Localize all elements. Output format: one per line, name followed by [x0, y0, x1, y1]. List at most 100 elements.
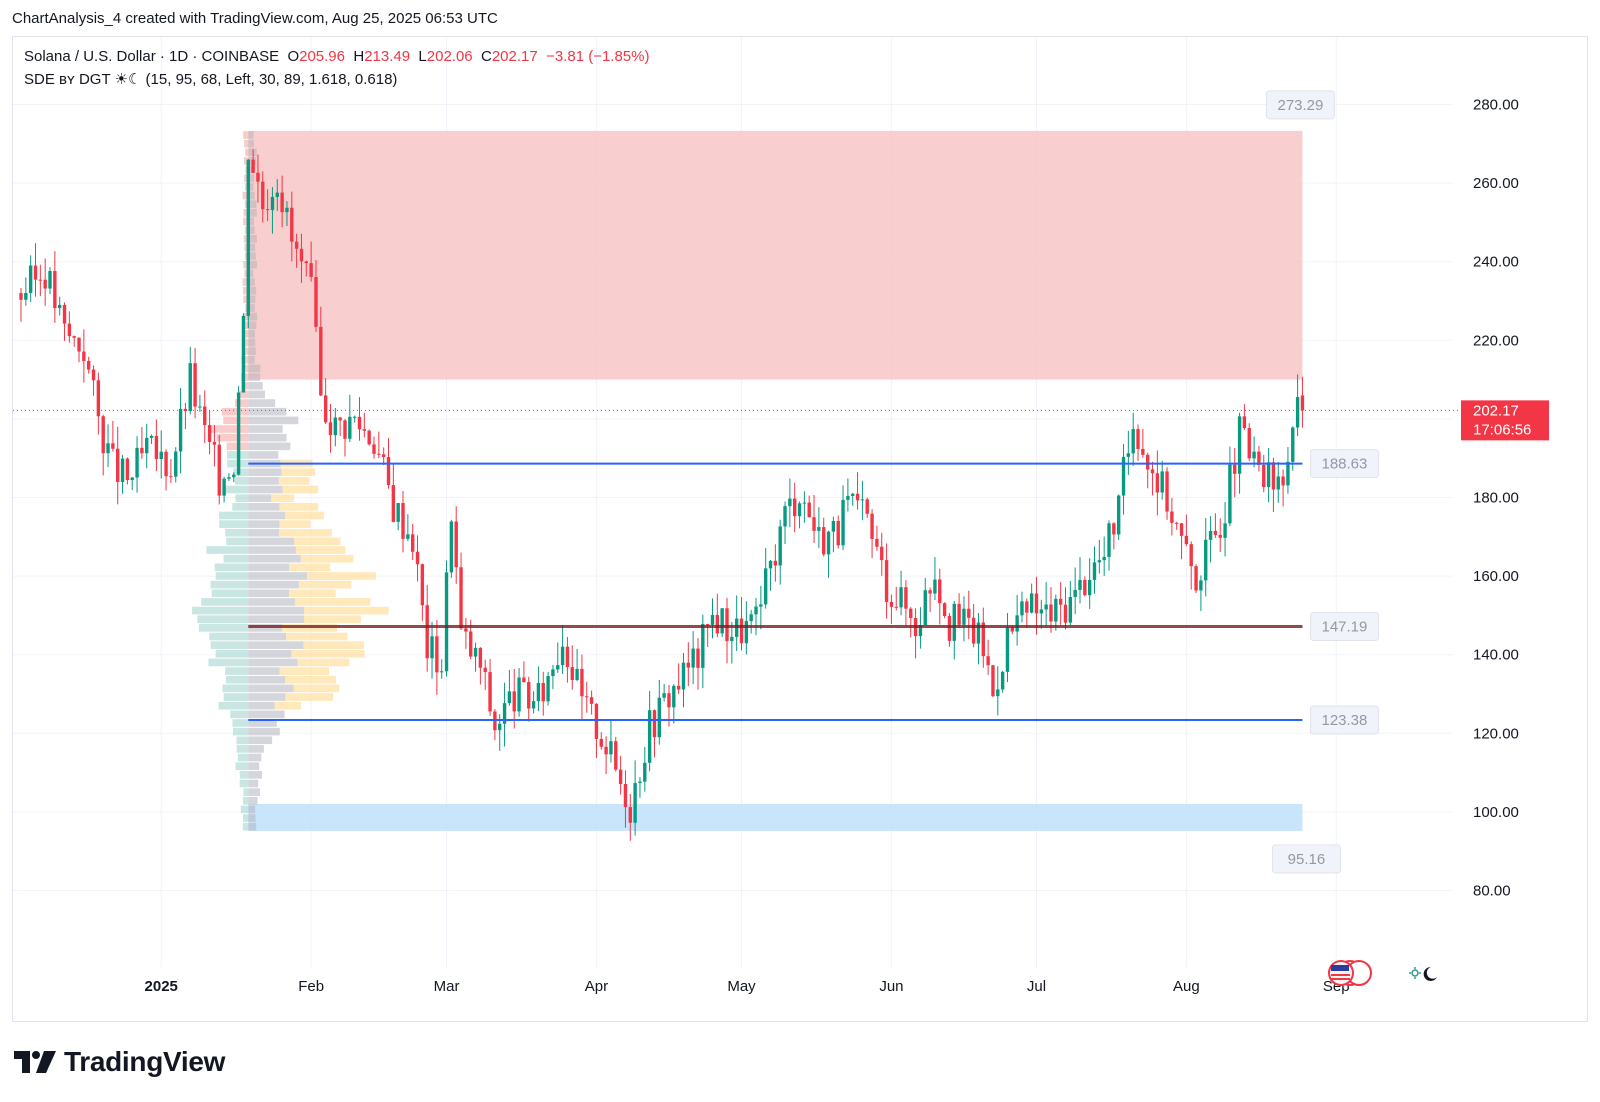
candle-body	[1054, 598, 1058, 622]
volume-delta-bar	[224, 485, 249, 494]
candle-body	[1237, 416, 1242, 474]
candle-body	[604, 746, 608, 755]
candle-body	[270, 196, 275, 211]
candle-body	[778, 526, 782, 566]
candle-body	[652, 710, 657, 738]
candle-body	[705, 623, 710, 625]
candle-body	[570, 667, 574, 680]
volume-delta-bar	[243, 131, 249, 139]
candle-body	[754, 606, 758, 615]
us-flag-icon[interactable]	[1328, 960, 1372, 986]
volume-delta-bar	[230, 710, 249, 719]
value-area-bar	[294, 537, 341, 546]
price-chart[interactable]: 273.29 188.63 147.19 123.38 95.16 280.00 260.…	[13, 37, 1589, 1023]
tradingview-logo-icon	[14, 1051, 56, 1073]
volume-bar	[248, 174, 255, 183]
candle-body	[1034, 593, 1039, 614]
candle-body	[1170, 511, 1174, 523]
candle-body	[831, 520, 836, 532]
candle-body	[488, 672, 492, 712]
volume-bar	[248, 260, 258, 269]
volume-bar	[248, 295, 256, 304]
candle-body	[1020, 601, 1024, 616]
volume-delta-bar	[209, 632, 249, 641]
candle-body	[802, 502, 807, 504]
volume-bar	[248, 822, 257, 831]
candle-body	[1141, 448, 1145, 455]
candle-body	[1257, 451, 1261, 465]
levels-layer: 273.29 188.63 147.19 123.38 95.16	[13, 90, 1463, 874]
candle-body	[232, 474, 236, 478]
candle-body	[261, 181, 265, 210]
candle-body	[817, 527, 821, 531]
volume-delta-bar	[221, 407, 249, 416]
y-axis-tick-label: 260.00	[1473, 175, 1519, 192]
candle-body	[1189, 544, 1193, 567]
volume-delta-bar	[242, 191, 249, 200]
volume-delta-bar	[208, 658, 249, 667]
candle-body	[928, 590, 932, 594]
volume-delta-bar	[236, 736, 249, 745]
candle-body	[333, 417, 338, 436]
volume-delta-bar	[223, 554, 249, 563]
volume-bar	[248, 511, 286, 520]
candle-body	[933, 579, 937, 594]
volume-bar	[248, 312, 258, 321]
candle-body	[1184, 535, 1189, 545]
candle-body	[120, 458, 125, 482]
candle-body	[343, 420, 347, 439]
candle-body	[759, 604, 763, 607]
volume-bar	[248, 243, 256, 252]
candle-body	[1179, 523, 1184, 536]
candle-body	[836, 520, 840, 546]
candle-body	[1262, 464, 1266, 487]
volume-bar	[248, 615, 305, 624]
indicator-legend[interactable]: SDE ʙʏ DGT ☀☾ (15, 95, 68, Left, 30, 89,…	[24, 71, 398, 88]
candle-body	[884, 560, 889, 602]
value-area-bar	[279, 528, 332, 537]
volume-delta-bar	[197, 615, 249, 624]
x-axis-tick-label: Jul	[1027, 978, 1046, 995]
value-area-bar	[304, 606, 389, 615]
candle-body	[676, 685, 681, 690]
volume-bar	[248, 425, 283, 433]
candle-body	[870, 513, 874, 539]
candle-body	[1078, 579, 1082, 590]
candle-body	[952, 603, 956, 641]
volume-delta-bar	[237, 753, 249, 762]
x-axis-tick-label: Jun	[879, 978, 903, 995]
volume-bar	[248, 416, 299, 425]
high-label: H	[353, 48, 365, 65]
day-night-icon[interactable]	[1409, 966, 1437, 981]
x-axis-tick-label: 2025	[145, 978, 178, 995]
candle-body	[430, 636, 434, 659]
volume-bar	[248, 468, 282, 477]
candle-body	[227, 477, 231, 479]
value-area-bar	[291, 649, 365, 658]
value-area-bar	[306, 572, 377, 580]
candle-body	[77, 337, 81, 352]
x-axis-tick-label: Mar	[434, 978, 460, 995]
candle-body	[48, 270, 52, 289]
volume-bar	[248, 554, 301, 563]
candle-body	[1252, 451, 1256, 459]
candle-body	[851, 493, 855, 496]
candle-body	[410, 534, 415, 552]
volume-bar	[248, 381, 263, 390]
symbol-name[interactable]: Solana / U.S. Dollar · 1D · COINBASE	[24, 48, 280, 65]
candle-body	[473, 647, 478, 657]
tradingview-logo[interactable]: TradingView	[14, 1046, 225, 1078]
candle-body	[1247, 428, 1251, 459]
candle-body	[478, 647, 483, 668]
volume-bar	[248, 520, 280, 528]
volume-delta-bar	[242, 796, 249, 805]
candle-body	[1194, 566, 1198, 591]
volume-bar	[248, 321, 257, 330]
chart-frame[interactable]: 273.29 188.63 147.19 123.38 95.16 280.00 260.…	[12, 36, 1588, 1022]
high-value: 213.49	[364, 48, 411, 65]
candle-body	[522, 677, 526, 683]
volume-delta-bar	[243, 260, 249, 269]
candle-body	[1068, 596, 1073, 623]
volume-delta-bar	[244, 174, 249, 183]
candle-body	[638, 781, 642, 784]
